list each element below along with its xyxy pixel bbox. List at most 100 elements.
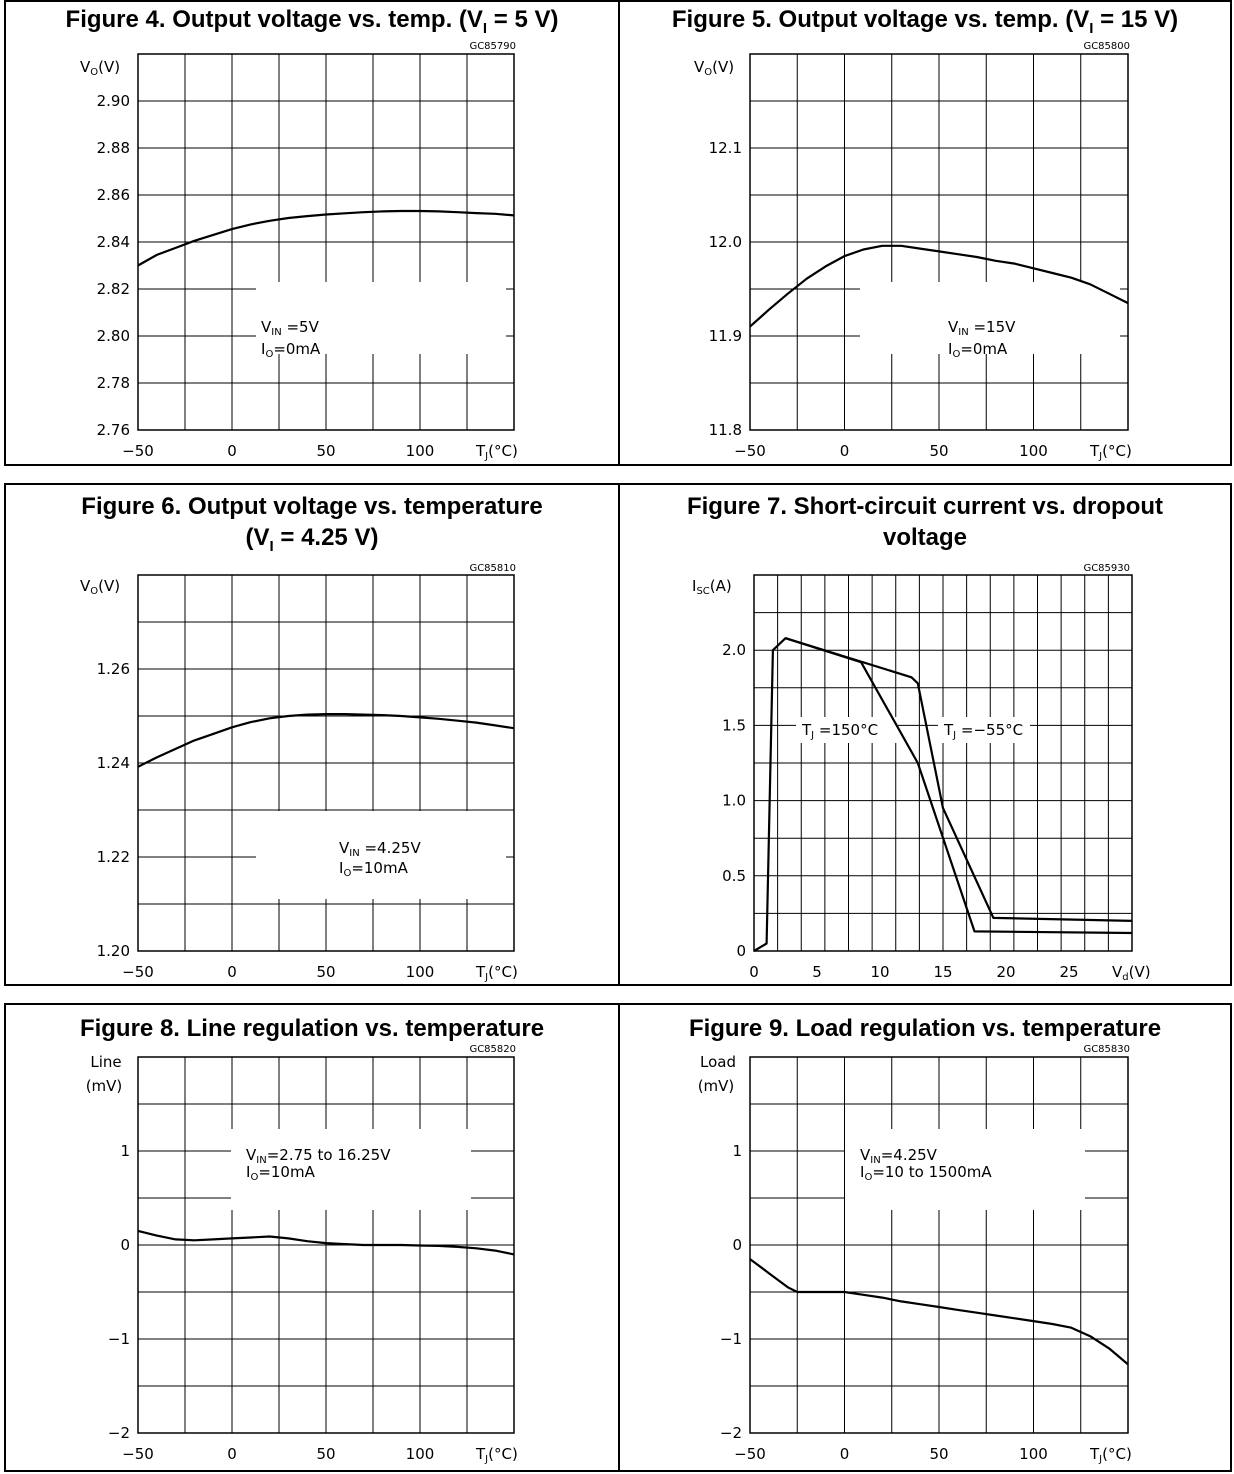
x-axis-label: TJ(°C) [1089,442,1132,462]
annotation-box [938,717,1030,743]
x-axis-label: TJ(°C) [475,963,518,983]
x-tick-label: 0 [749,963,759,981]
figure-code: GC85800 [1083,41,1130,52]
figure-code: GC85810 [469,563,516,574]
series-line-1 [749,1258,1129,1366]
figure-code: GC85930 [1083,563,1130,574]
y-axis-label: VO(V) [80,58,120,78]
x-tick-label: 50 [929,442,948,460]
x-tick-label: −50 [122,442,154,460]
series-line-1 [749,244,1129,328]
chart-panel-fig5: Figure 5. Output voltage vs. temp. (VI =… [618,0,1232,466]
y-tick-label: 1.24 [97,754,130,772]
y-tick-label: 1.5 [722,716,746,734]
y-tick-label: −1 [108,1330,130,1348]
y-tick-label: 2.84 [97,233,130,251]
annotation-text: VIN=2.75 to 16.25V [246,1146,391,1166]
y-tick-label: 1 [732,1142,742,1160]
plot-frame [137,574,515,952]
x-tick-label: 100 [406,963,435,981]
x-tick-label: 50 [316,963,335,981]
x-tick-label: 100 [1019,442,1048,460]
annotation-text: TJ =−55°C [943,721,1023,741]
y-tick-label: 1.0 [722,792,746,810]
y-tick-label: 0 [120,1236,130,1254]
series-line-1 [137,1229,515,1256]
chart-panel-fig8: Figure 8. Line regulation vs. temperatur… [4,1003,620,1472]
annotation-text: IO=0mA [948,340,1008,360]
y-tick-label: −2 [108,1424,130,1442]
y-tick-label: 2.80 [97,327,130,345]
x-tick-label: 100 [406,442,435,460]
y-axis-label: Load [700,1053,736,1071]
annotation-text: VIN =4.25V [339,839,421,859]
x-tick-label: 0 [227,963,237,981]
y-axis-unit: (mV) [86,1077,123,1095]
annotation-text: VIN =15V [948,318,1016,338]
x-tick-label: −50 [734,442,766,460]
y-tick-label: 1.22 [97,848,130,866]
plot-frame [137,53,515,431]
annotation-text: IO=0mA [261,340,321,360]
y-axis-label: Line [90,1053,121,1071]
chart-title: Figure 9. Load regulation vs. temperatur… [688,1015,1162,1042]
plot-frame [749,1056,1129,1434]
x-tick-label: 100 [406,1445,435,1463]
x-axis-label: TJ(°C) [475,442,518,462]
x-tick-label: 15 [933,963,952,981]
chart-title: Figure 7. Short-circuit current vs. drop… [686,493,1164,520]
annotation-text: IO=10mA [246,1163,316,1183]
chart-panel-fig7: Figure 7. Short-circuit current vs. drop… [618,483,1232,986]
x-tick-label: 0 [840,442,850,460]
y-tick-label: 2.90 [97,92,130,110]
y-tick-label: 2.86 [97,186,130,204]
x-tick-label: 5 [812,963,822,981]
x-tick-label: 25 [1059,963,1078,981]
y-tick-label: 11.8 [709,421,742,439]
x-tick-label: −50 [734,1445,766,1463]
y-tick-label: 0.5 [722,867,746,885]
x-tick-label: 10 [870,963,889,981]
grid-lines [750,54,1128,430]
annotation-box [860,282,1120,354]
chart-title: Figure 4. Output voltage vs. temp. (VI =… [65,6,559,37]
x-tick-label: 50 [929,1445,948,1463]
x-tick-label: 0 [227,1445,237,1463]
annotation-text: TJ =150°C [801,721,878,741]
grid-lines [138,1057,514,1433]
chart-panel-fig4: Figure 4. Output voltage vs. temp. (VI =… [4,0,620,466]
grid-lines [138,54,514,430]
x-axis-label: Vd(V) [1112,963,1151,983]
y-tick-label: −2 [720,1424,742,1442]
y-axis-label: VO(V) [80,577,120,597]
y-axis-label: VO(V) [694,58,734,78]
y-tick-label: 2.88 [97,139,130,157]
annotation-text: IO=10 to 1500mA [860,1163,992,1183]
x-tick-label: 0 [840,1445,850,1463]
y-tick-label: −1 [720,1330,742,1348]
y-tick-label: 2.78 [97,374,130,392]
x-tick-label: 50 [316,1445,335,1463]
x-tick-label: 0 [227,442,237,460]
plot-frame [749,53,1129,431]
annotation-box [231,1129,471,1210]
x-tick-label: 20 [996,963,1015,981]
plot-frame [753,574,1133,952]
chart-plot: GC85820 Line (mV) 1 0 −1 −2 −50 0 50 100 TJ(°C) VIN=… [86,1044,518,1465]
y-tick-label: 2.76 [97,421,130,439]
annotation-text: VIN=4.25V [860,1146,938,1166]
y-tick-label: 0 [732,1236,742,1254]
y-tick-label: 12.1 [709,139,742,157]
chart-panel-fig6: Figure 6. Output voltage vs. temperature… [4,483,620,986]
chart-title: Figure 5. Output voltage vs. temp. (VI =… [671,6,1179,37]
plot-frame [137,1056,515,1434]
chart-plot: GC85790 VO(V) 2.90 2.88 2.86 2.84 2.82 2.80 2.78… [80,41,518,462]
figure-code: GC85790 [469,41,516,52]
y-tick-label: 12.0 [709,233,742,251]
chart-panel-fig9: Figure 9. Load regulation vs. temperatur… [618,1003,1232,1472]
y-tick-label: 0 [736,942,746,960]
x-tick-label: −50 [122,1445,154,1463]
chart-title-line2: voltage [882,524,968,551]
chart-plot: GC85800 VO(V) 12.1 12.0 11.9 11.8 −50 0 50 100 TJ(… [694,41,1132,462]
annotation-box [845,1129,1085,1210]
